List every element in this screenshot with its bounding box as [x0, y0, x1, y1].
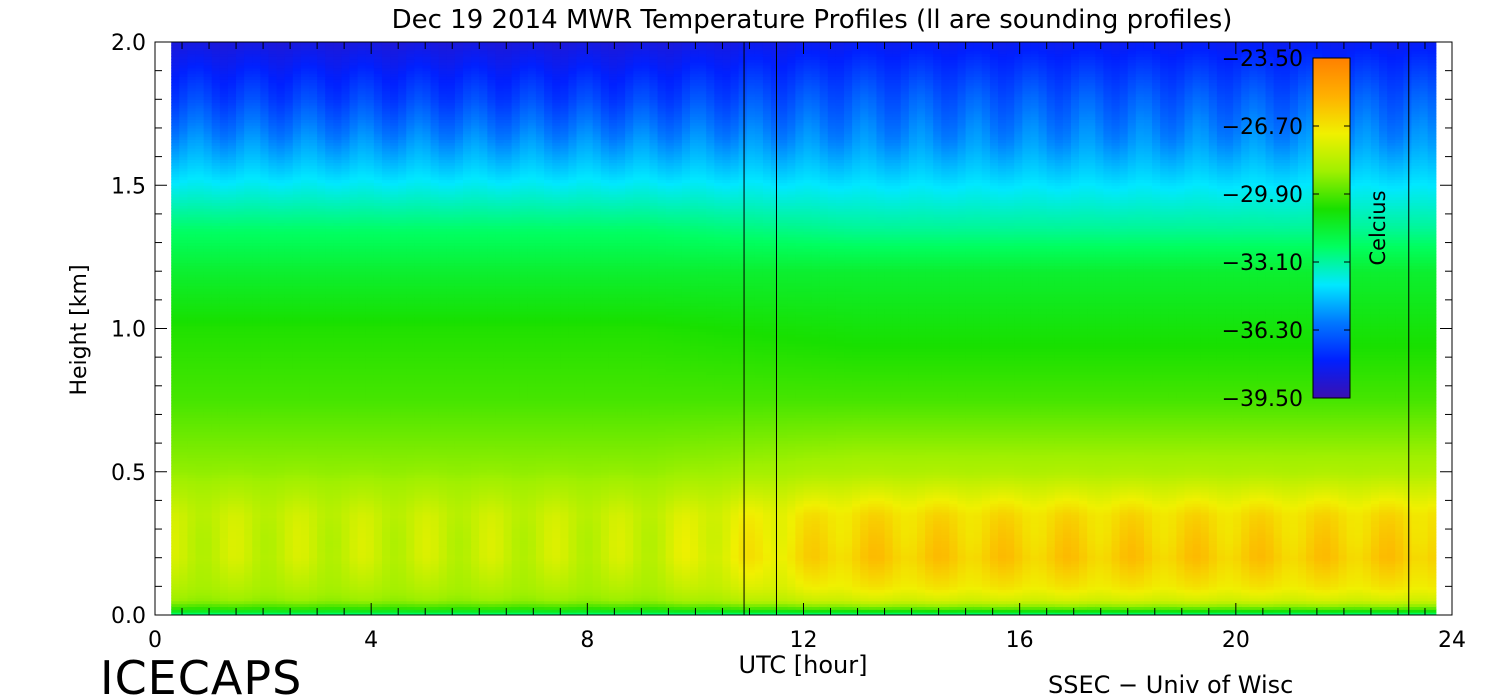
heatmap-cell: [277, 42, 286, 45]
heatmap-cell: [350, 42, 359, 45]
heatmap-cell: [196, 42, 205, 45]
heatmap-cell: [301, 42, 310, 45]
heatmap-cell: [212, 42, 221, 45]
chart-title: Dec 19 2014 MWR Temperature Profiles (ll…: [392, 5, 1233, 35]
heatmap-cell: [171, 42, 180, 45]
heatmap-cell: [341, 42, 350, 45]
heatmap-cell: [325, 42, 334, 45]
heatmap-cell: [236, 42, 245, 45]
heatmap-cell: [268, 42, 277, 45]
heatmap-cell: [260, 42, 269, 45]
heatmap-cell: [285, 42, 294, 45]
heatmap-cell: [309, 42, 318, 45]
heatmap-cell: [244, 42, 253, 45]
heatmap-cell: [358, 42, 367, 45]
heatmap-cell: [293, 42, 302, 45]
heatmap-cell: [187, 42, 196, 45]
heatmap-cell: [220, 42, 229, 45]
heatmap-cell: [179, 42, 188, 45]
heatmap-cell: [204, 42, 213, 45]
heatmap-cell: [252, 42, 261, 45]
heatmap-cell: [333, 42, 342, 45]
heatmap-cell: [228, 42, 237, 45]
heatmap-cell: [317, 42, 326, 45]
